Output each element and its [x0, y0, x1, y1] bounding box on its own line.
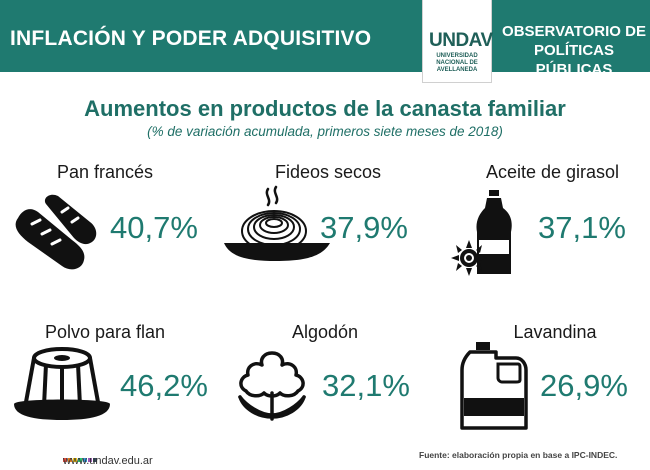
product-name-aceite: Aceite de girasol [485, 162, 620, 182]
dot [73, 458, 77, 462]
product-value-aceite: 37,1% [538, 210, 626, 245]
source-note: Fuente: elaboración propia en base a IPC… [419, 450, 618, 460]
product-name-pan: Pan francés [56, 162, 154, 182]
brand-dots [63, 449, 98, 467]
dot [83, 458, 87, 462]
dot [88, 458, 92, 462]
product-name-lavandina: Lavandina [513, 322, 597, 342]
header-title: INFLACIÓN Y PODER ADQUISITIVO [10, 27, 372, 50]
product-value-pan: 40,7% [110, 210, 198, 245]
product-value-algodon: 32,1% [322, 368, 410, 403]
dot [93, 458, 97, 462]
logo-sub-line-3: AVELLANEDA [436, 67, 478, 73]
logo-sub-line-1: UNIVERSIDAD [436, 53, 478, 59]
logo-mark: UNDAV [429, 30, 493, 51]
bread-icon [15, 194, 97, 270]
logo-sub-line-2: NACIONAL DE [436, 60, 478, 66]
observatory-line-2: POLÍTICAS PÚBLICAS [533, 42, 614, 78]
flan-icon [14, 347, 110, 420]
dot [68, 458, 72, 462]
product-value-fideos: 37,9% [320, 210, 408, 245]
website-link[interactable]: www.undav.edu.ar [63, 455, 153, 467]
product-value-flan: 46,2% [120, 368, 208, 403]
header-bar: INFLACIÓN Y PODER ADQUISITIVO OBSERVATOR… [0, 0, 650, 78]
product-name-flan: Polvo para flan [44, 322, 166, 342]
undav-logo[interactable]: UNDAV UNIVERSIDAD NACIONAL DE AVELLANEDA [422, 0, 493, 83]
product-name-fideos: Fideos secos [274, 162, 382, 182]
oil-bottle-icon [451, 190, 512, 276]
page-title: Aumentos en productos de la canasta fami… [84, 96, 566, 121]
dot [63, 458, 67, 462]
product-name-algodon: Algodón [291, 322, 359, 342]
cotton-icon [238, 351, 306, 421]
page-subtitle: (% de variación acumulada, primeros siet… [147, 124, 503, 139]
product-value-lavandina: 26,9% [540, 368, 628, 403]
pasta-icon [224, 185, 330, 261]
observatory-line-1: OBSERVATORIO DE [502, 23, 646, 40]
logo-subtext: UNIVERSIDAD NACIONAL DE AVELLANEDA [425, 53, 489, 74]
dot [78, 458, 82, 462]
bleach-icon [460, 342, 528, 430]
observatory-title: OBSERVATORIO DE POLÍTICAS PÚBLICAS [500, 22, 648, 79]
